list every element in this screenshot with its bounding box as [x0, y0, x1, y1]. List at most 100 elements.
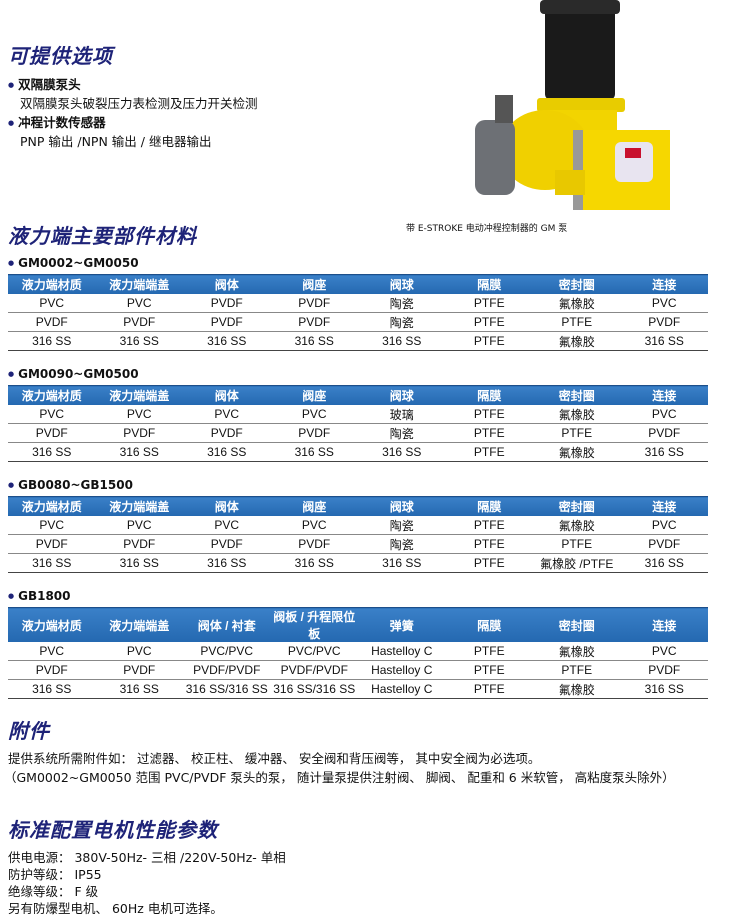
table-cell: PVC — [620, 516, 708, 535]
table-cell: PTFE — [445, 423, 533, 443]
table-cell: 陶瓷 — [358, 294, 446, 313]
column-header: 液力端端盖 — [95, 274, 183, 294]
table-cell: PVC — [95, 642, 183, 661]
table-cell: PVDF — [183, 534, 271, 554]
column-header: 阀体 — [183, 385, 271, 405]
accessories-note: （GM0002~GM0050 范围 PVC/PVDF 泵头的泵， 随计量泵提供注… — [4, 770, 675, 785]
table-cell: PTFE — [445, 294, 533, 313]
table-cell: 316 SS — [8, 442, 96, 462]
table-cell: PTFE — [445, 679, 533, 699]
table-cell: 316 SS — [183, 553, 271, 573]
table-cell: PVC/PVC — [270, 642, 358, 661]
column-header: 阀球 — [358, 274, 446, 294]
table-cell: PVDF — [95, 534, 183, 554]
table-cell: PTFE — [533, 312, 621, 332]
table-cell: PVC — [270, 516, 358, 535]
table-cell: 氟橡胶 /PTFE — [533, 553, 621, 573]
column-header: 连接 — [620, 385, 708, 405]
column-header: 隔膜 — [445, 274, 533, 294]
column-header: 连接 — [620, 607, 708, 642]
table-cell: 陶瓷 — [358, 312, 446, 332]
table-cell: PVDF — [183, 312, 271, 332]
table-cell: PVC/PVC — [183, 642, 271, 661]
table-cell: PVC — [8, 294, 96, 313]
table-cell: PVC — [95, 405, 183, 424]
materials-table: 液力端材质 液力端端盖 阀体 阀座 阀球 隔膜 密封圈 连接 PVC PVC PVC PVC 陶瓷 PTF… — [8, 496, 708, 573]
table-cell: 氟橡胶 — [533, 331, 621, 351]
table-cell: PVDF — [270, 534, 358, 554]
table-cell: PVDF — [620, 312, 708, 332]
motor-title: 标准配置电机性能参数 — [8, 818, 218, 842]
table-cell: PTFE — [445, 516, 533, 535]
table-cell: PVDF — [620, 660, 708, 680]
table-cell: PVDF — [8, 660, 96, 680]
table-cell: PVDF — [8, 312, 96, 332]
table-cell: PVDF — [8, 423, 96, 443]
table-cell: PTFE — [533, 423, 621, 443]
table-row: PVDF PVDF PVDF PVDF 陶瓷 PTFE PTFE PVDF — [8, 423, 708, 443]
column-header: 液力端材质 — [8, 385, 96, 405]
table-cell: 316 SS — [95, 331, 183, 351]
table-cell: PTFE — [445, 534, 533, 554]
column-header: 密封圈 — [533, 385, 621, 405]
table-cell: PVC — [183, 516, 271, 535]
table-row: 316 SS 316 SS 316 SS 316 SS 316 SS PTFE 氟橡胶 316… — [8, 331, 708, 351]
table-cell: PVDF — [620, 423, 708, 443]
column-header: 隔膜 — [445, 496, 533, 516]
accessories-title: 附件 — [8, 719, 50, 743]
table-cell: 316 SS — [270, 331, 358, 351]
table-cell: 316 SS — [8, 553, 96, 573]
column-header: 密封圈 — [533, 274, 621, 294]
table-row: PVDF PVDF PVDF PVDF 陶瓷 PTFE PTFE PVDF — [8, 534, 708, 554]
table-cell: PVC — [620, 405, 708, 424]
table-row: 316 SS 316 SS 316 SS 316 SS 316 SS PTFE 氟橡胶 316… — [8, 442, 708, 462]
table-cell: PVDF — [270, 312, 358, 332]
column-header: 阀座 — [270, 274, 358, 294]
table-cell: PTFE — [445, 312, 533, 332]
table-cell: 316 SS — [8, 331, 96, 351]
column-header: 液力端材质 — [8, 496, 96, 516]
table-cell: 316 SS — [95, 679, 183, 699]
pump-product-image — [475, 0, 670, 210]
table-cell: PVC — [8, 642, 96, 661]
table-row: PVC PVC PVC/PVC PVC/PVC Hastelloy C PTFE 氟橡胶 PV… — [8, 642, 708, 661]
accessories-text: 提供系统所需附件如： 过滤器、 校正柱、 缓冲器、 安全阀和背压阀等， 其中安全… — [8, 751, 541, 766]
table-cell: PVC — [8, 516, 96, 535]
table-cell: 316 SS — [95, 442, 183, 462]
column-header: 连接 — [620, 496, 708, 516]
table-cell: 氟橡胶 — [533, 642, 621, 661]
table-cell: PVC — [95, 294, 183, 313]
table-cell: PTFE — [445, 660, 533, 680]
table-cell: 316 SS — [8, 679, 96, 699]
table-cell: PTFE — [445, 642, 533, 661]
option-label: 双隔膜泵头 — [8, 74, 81, 93]
column-header: 隔膜 — [445, 607, 533, 642]
table-model-heading: GB0080~GB1500 — [8, 478, 133, 492]
column-header: 液力端材质 — [8, 274, 96, 294]
column-header: 阀体 — [183, 496, 271, 516]
column-header: 连接 — [620, 274, 708, 294]
column-header: 阀座 — [270, 496, 358, 516]
materials-title: 液力端主要部件材料 — [8, 224, 197, 248]
motor-spec: 另有防爆型电机、 60Hz 电机可选择。 — [8, 901, 223, 916]
motor-spec: 防护等级： IP55 — [8, 867, 102, 882]
column-header: 隔膜 — [445, 385, 533, 405]
table-model-heading: GM0002~GM0050 — [8, 256, 138, 270]
table-cell: 316 SS — [270, 442, 358, 462]
column-header: 阀座 — [270, 385, 358, 405]
table-cell: 氟橡胶 — [533, 516, 621, 535]
table-cell: Hastelloy C — [358, 660, 446, 680]
column-header: 阀体 / 衬套 — [183, 607, 271, 642]
table-cell: PVDF — [8, 534, 96, 554]
table-row: 316 SS 316 SS 316 SS 316 SS 316 SS PTFE 氟橡胶 /P… — [8, 553, 708, 573]
motor-spec: 供电电源： 380V-50Hz- 三相 /220V-50Hz- 单相 — [8, 850, 286, 865]
option-detail: 双隔膜泵头破裂压力表检测及压力开关检测 — [20, 96, 258, 111]
table-cell: 氟橡胶 — [533, 405, 621, 424]
table-cell: PVC — [270, 405, 358, 424]
table-cell: PTFE — [533, 534, 621, 554]
column-header: 液力端端盖 — [95, 385, 183, 405]
table-cell: PVDF — [270, 294, 358, 313]
table-cell: 316 SS — [358, 553, 446, 573]
table-cell: PVDF/PVDF — [270, 660, 358, 680]
option-detail: PNP 输出 /NPN 输出 / 继电器输出 — [20, 134, 212, 149]
